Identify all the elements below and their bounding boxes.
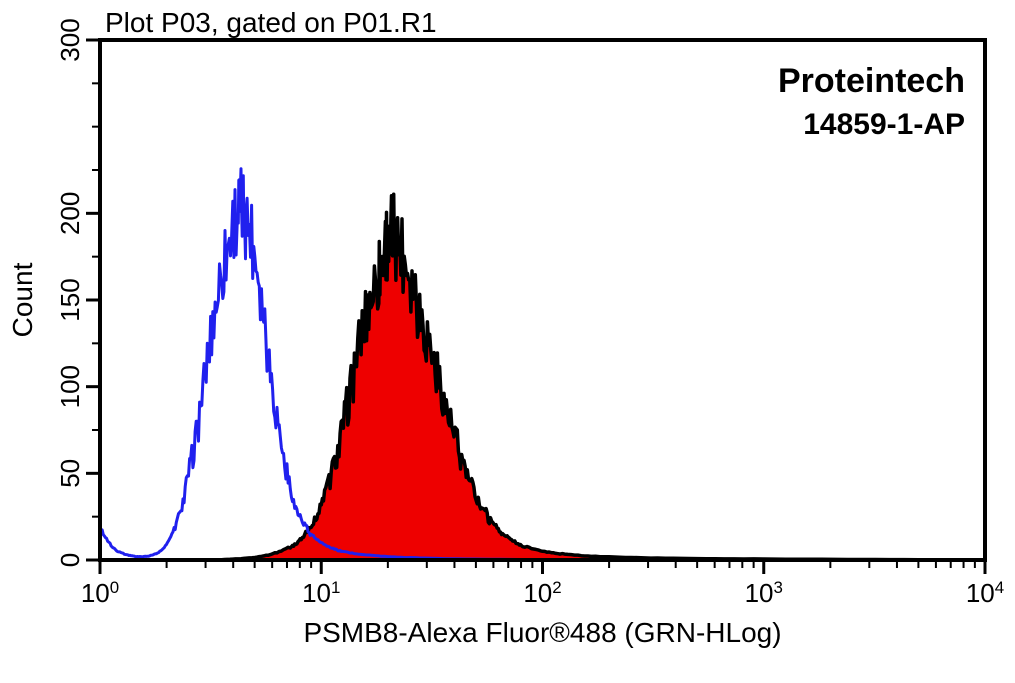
plot-title: Plot P03, gated on P01.R1 xyxy=(105,7,437,38)
y-tick-label: 0 xyxy=(55,553,85,567)
y-tick-label: 100 xyxy=(55,365,85,408)
y-tick-label: 150 xyxy=(55,278,85,321)
x-axis-label: PSMB8-Alexa Fluor®488 (GRN-HLog) xyxy=(303,617,781,648)
brand-line2: 14859-1-AP xyxy=(803,108,965,141)
y-axis-label: Count xyxy=(7,262,38,337)
brand-line1: Proteintech xyxy=(778,62,965,100)
chart-svg: Plot P03, gated on P01.R1 Proteintech 1485… xyxy=(0,0,1015,683)
y-tick-label: 50 xyxy=(55,459,85,488)
flow-cytometry-histogram: { "chart": { "type": "histogram", "width… xyxy=(0,0,1015,683)
y-tick-label: 300 xyxy=(55,18,85,61)
y-tick-label: 200 xyxy=(55,192,85,235)
